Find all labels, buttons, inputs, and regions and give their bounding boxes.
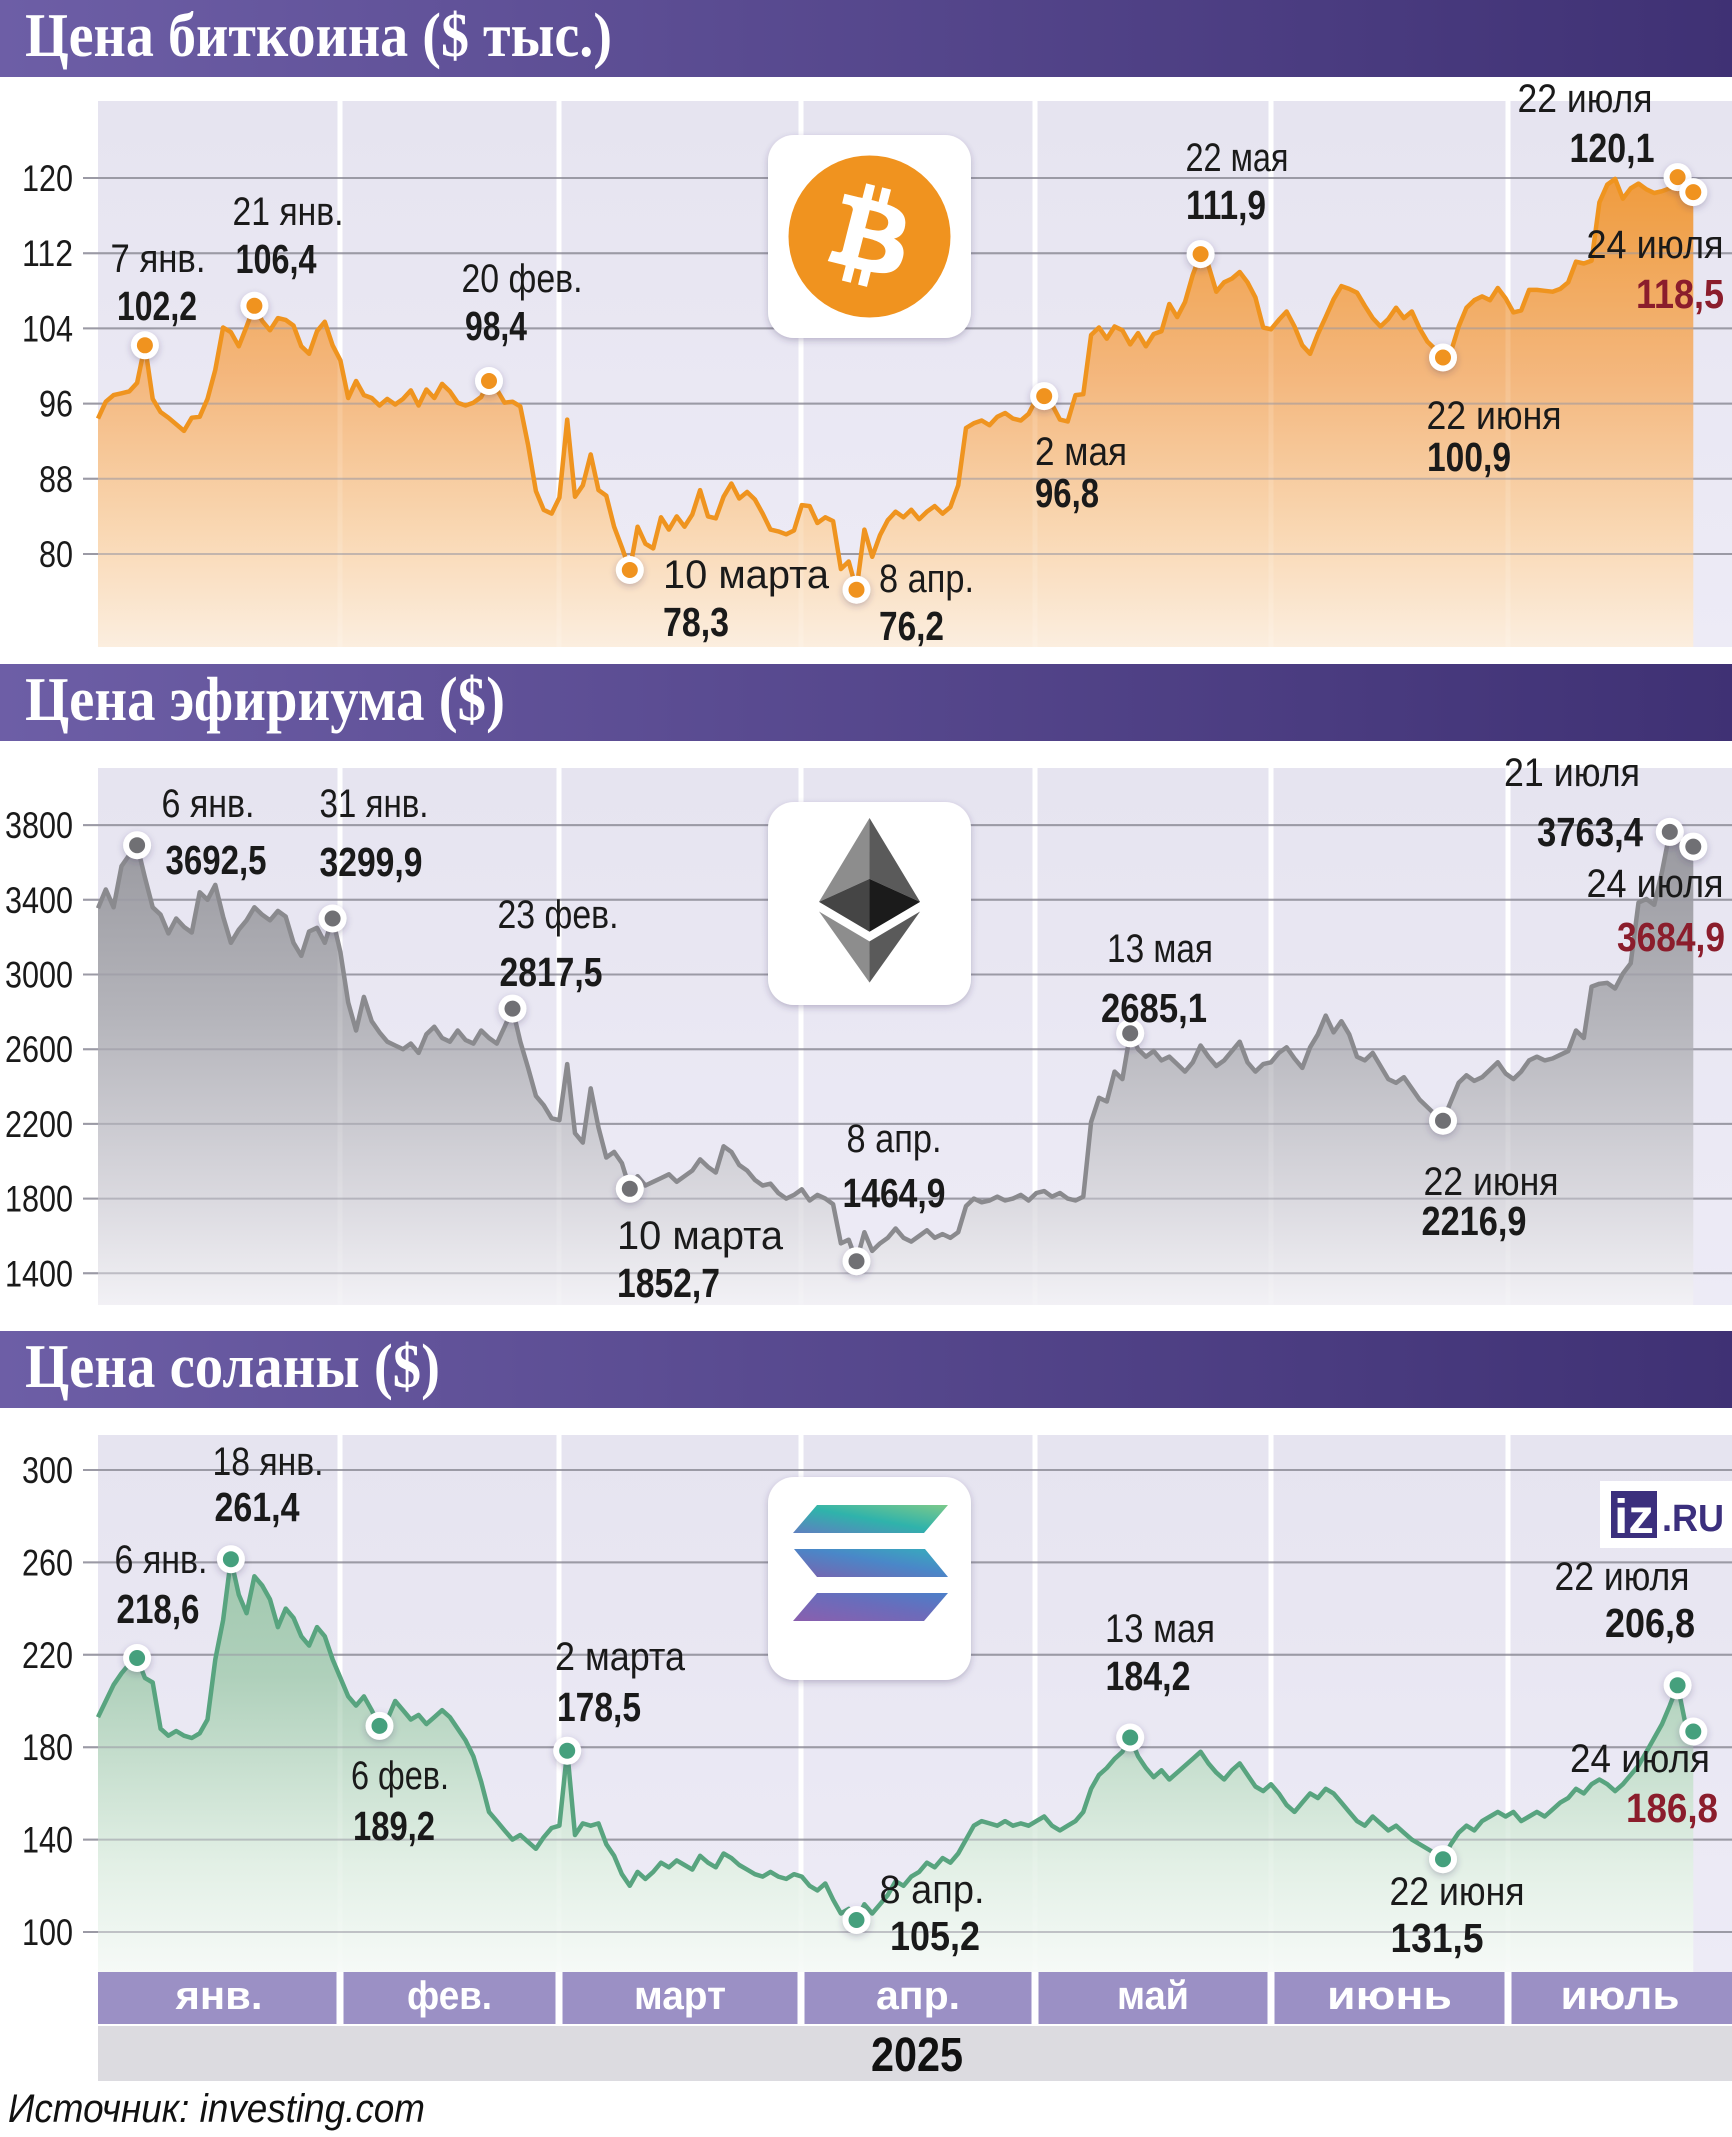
svg-text:2025: 2025 bbox=[871, 2029, 963, 2082]
svg-text:10 марта: 10 марта bbox=[663, 553, 830, 597]
svg-text:апр.: апр. bbox=[876, 1974, 960, 2018]
svg-text:261,4: 261,4 bbox=[215, 1484, 300, 1530]
svg-text:iz: iz bbox=[1614, 1491, 1654, 1544]
svg-text:220: 220 bbox=[22, 1635, 73, 1676]
svg-text:22 мая: 22 мая bbox=[1186, 136, 1289, 180]
svg-text:июнь: июнь bbox=[1327, 1974, 1452, 2018]
svg-text:24 июля: 24 июля bbox=[1570, 1737, 1710, 1781]
svg-text:24 июля: 24 июля bbox=[1587, 223, 1724, 267]
svg-text:2600: 2600 bbox=[5, 1029, 73, 1070]
svg-text:2817,5: 2817,5 bbox=[500, 949, 603, 995]
svg-text:1400: 1400 bbox=[5, 1253, 73, 1294]
svg-text:218,6: 218,6 bbox=[117, 1586, 200, 1632]
svg-text:1464,9: 1464,9 bbox=[843, 1170, 946, 1216]
svg-text:1800: 1800 bbox=[5, 1179, 73, 1220]
svg-text:6 фев.: 6 фев. bbox=[351, 1754, 449, 1798]
svg-text:Цена биткоина ($ тыс.): Цена биткоина ($ тыс.) bbox=[25, 2, 612, 70]
svg-text:184,2: 184,2 bbox=[1106, 1653, 1191, 1699]
svg-text:13 мая: 13 мая bbox=[1105, 1607, 1215, 1651]
svg-text:Источник: investing.com: Источник: investing.com bbox=[8, 2087, 425, 2131]
svg-text:118,5: 118,5 bbox=[1636, 271, 1724, 317]
svg-text:24 июля: 24 июля bbox=[1587, 862, 1724, 906]
svg-text:189,2: 189,2 bbox=[353, 1803, 435, 1849]
svg-text:104: 104 bbox=[22, 308, 73, 349]
svg-text:6 янв.: 6 янв. bbox=[115, 1538, 208, 1582]
svg-text:260: 260 bbox=[22, 1542, 73, 1583]
svg-text:21 июля: 21 июля bbox=[1504, 751, 1640, 795]
svg-text:178,5: 178,5 bbox=[557, 1684, 641, 1730]
svg-text:июль: июль bbox=[1561, 1974, 1680, 2018]
svg-text:8 апр.: 8 апр. bbox=[847, 1117, 942, 1161]
svg-text:105,2: 105,2 bbox=[890, 1913, 980, 1959]
svg-text:3763,4: 3763,4 bbox=[1537, 809, 1643, 855]
svg-text:фев.: фев. bbox=[407, 1974, 492, 2018]
svg-text:100: 100 bbox=[22, 1912, 73, 1953]
svg-text:21 янв.: 21 янв. bbox=[233, 190, 344, 234]
svg-text:май: май bbox=[1117, 1974, 1189, 2018]
svg-text:120: 120 bbox=[22, 158, 73, 199]
svg-text:3692,5: 3692,5 bbox=[166, 837, 267, 883]
svg-text:131,5: 131,5 bbox=[1391, 1915, 1484, 1961]
svg-text:78,3: 78,3 bbox=[663, 599, 729, 645]
svg-text:102,2: 102,2 bbox=[117, 283, 197, 329]
svg-text:Цена эфириума ($): Цена эфириума ($) bbox=[25, 666, 505, 734]
svg-text:22 июня: 22 июня bbox=[1390, 1870, 1525, 1914]
svg-text:112: 112 bbox=[22, 233, 73, 274]
svg-text:2685,1: 2685,1 bbox=[1101, 985, 1207, 1031]
svg-text:300: 300 bbox=[22, 1450, 73, 1491]
svg-text:80: 80 bbox=[39, 534, 73, 575]
svg-text:2 марта: 2 марта bbox=[555, 1635, 686, 1679]
svg-text:180: 180 bbox=[22, 1727, 73, 1768]
svg-text:96: 96 bbox=[39, 384, 73, 425]
svg-text:98,4: 98,4 bbox=[465, 303, 527, 349]
svg-text:13 мая: 13 мая bbox=[1107, 927, 1213, 971]
svg-text:100,9: 100,9 bbox=[1427, 434, 1511, 480]
svg-text:2216,9: 2216,9 bbox=[1422, 1198, 1527, 1244]
svg-text:140: 140 bbox=[22, 1820, 73, 1861]
svg-text:76,2: 76,2 bbox=[879, 603, 944, 649]
svg-text:10 марта: 10 марта bbox=[617, 1214, 784, 1258]
svg-text:Цена соланы ($): Цена соланы ($) bbox=[25, 1333, 440, 1401]
svg-text:3400: 3400 bbox=[5, 880, 73, 921]
svg-text:22 июня: 22 июня bbox=[1427, 394, 1562, 438]
svg-text:186,8: 186,8 bbox=[1626, 1785, 1718, 1831]
svg-text:23 фев.: 23 фев. bbox=[498, 893, 619, 937]
svg-text:8 апр.: 8 апр. bbox=[879, 557, 974, 601]
svg-text:7 янв.: 7 янв. bbox=[111, 237, 206, 281]
svg-text:206,8: 206,8 bbox=[1605, 1600, 1695, 1646]
svg-text:2200: 2200 bbox=[5, 1104, 73, 1145]
svg-text:янв.: янв. bbox=[174, 1974, 262, 2018]
svg-text:6 янв.: 6 янв. bbox=[162, 782, 255, 826]
svg-text:3000: 3000 bbox=[5, 955, 73, 996]
svg-text:22 июня: 22 июня bbox=[1424, 1160, 1559, 1204]
svg-text:31 янв.: 31 янв. bbox=[320, 782, 429, 826]
svg-text:8 апр.: 8 апр. bbox=[880, 1868, 985, 1912]
svg-text:22 июля: 22 июля bbox=[1518, 77, 1653, 121]
svg-text:120,1: 120,1 bbox=[1570, 125, 1655, 171]
svg-text:22 июля: 22 июля bbox=[1555, 1555, 1690, 1599]
svg-text:3684,9: 3684,9 bbox=[1617, 914, 1725, 960]
svg-text:3800: 3800 bbox=[5, 805, 73, 846]
svg-text:1852,7: 1852,7 bbox=[617, 1260, 720, 1306]
svg-text:2 мая: 2 мая bbox=[1035, 430, 1127, 474]
svg-text:111,9: 111,9 bbox=[1186, 182, 1266, 228]
svg-text:18 янв.: 18 янв. bbox=[213, 1440, 324, 1484]
svg-text:88: 88 bbox=[39, 459, 73, 500]
svg-text:106,4: 106,4 bbox=[236, 236, 317, 282]
svg-text:96,8: 96,8 bbox=[1035, 470, 1099, 516]
svg-text:.RU: .RU bbox=[1662, 1498, 1724, 1540]
svg-text:март: март bbox=[634, 1974, 726, 2018]
svg-text:20 фев.: 20 фев. bbox=[462, 257, 583, 301]
svg-text:3299,9: 3299,9 bbox=[320, 839, 423, 885]
